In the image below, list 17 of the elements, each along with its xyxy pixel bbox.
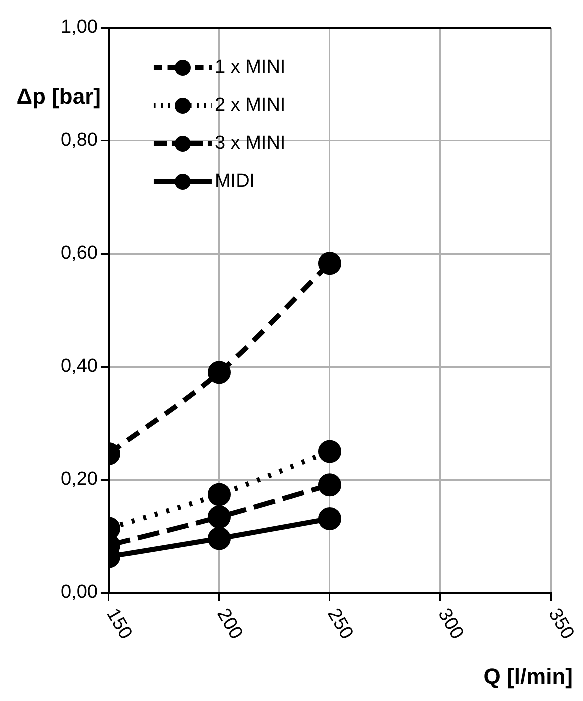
- x-tick-label: 300: [434, 605, 468, 644]
- legend-label: MIDI: [214, 171, 256, 192]
- x-tick-label: 250: [323, 605, 358, 644]
- y-tick-label: 0,80: [60, 130, 98, 152]
- x-tick-label: 350: [544, 605, 578, 644]
- y-tick-label: 0,60: [60, 243, 98, 264]
- legend-label: 1 x MINI: [214, 57, 286, 78]
- legend-label: 3 x MINI: [214, 133, 286, 154]
- x-tick-label: 200: [212, 605, 247, 644]
- x-axis-title: Q [l/min]: [484, 664, 573, 690]
- y-tick-label: 0,40: [60, 356, 98, 378]
- y-tick-label: 0,00: [60, 582, 98, 604]
- x-tick-label: 150: [102, 605, 136, 644]
- legend-label: 2 x MINI: [214, 95, 286, 116]
- y-axis-title: Δp [bar]: [16, 84, 101, 110]
- y-tick-label: 0,20: [60, 469, 98, 490]
- y-tick-label: 1,00: [60, 17, 98, 38]
